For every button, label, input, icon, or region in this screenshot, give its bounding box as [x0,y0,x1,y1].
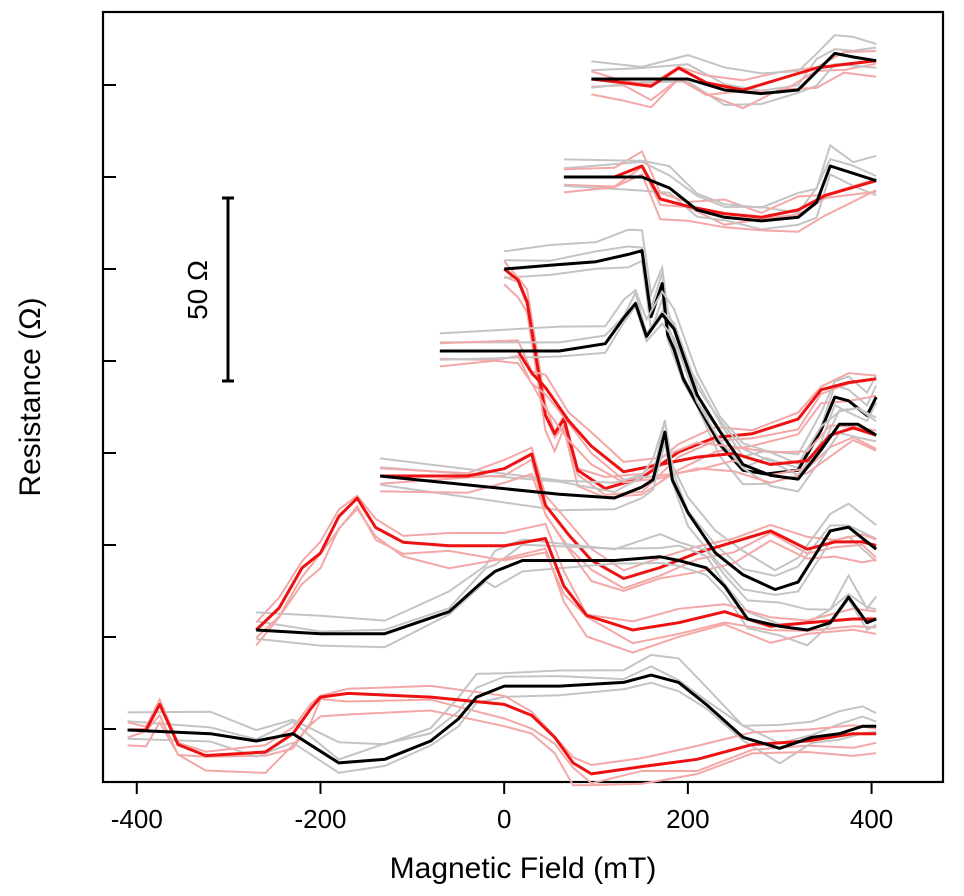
repeat-up-sweep-line [503,260,877,479]
repeat-up-sweep-line [591,71,877,110]
repeat-down-sweep-line [127,681,877,774]
repeat-up-sweep-line [255,507,877,654]
down-sweep-line [380,430,878,591]
down-sweep-line [563,164,877,223]
trace-set [563,143,877,233]
trace-group [127,34,878,787]
trace-set [255,494,877,654]
down-sweep-line [504,249,878,476]
repeat-up-sweep-line [503,283,877,499]
repeat-down-sweep-line [591,46,877,92]
repeat-up-sweep-line [380,458,877,590]
repeat-down-sweep-line [256,561,877,649]
x-tick-label: 200 [666,804,709,834]
x-tick-label: 0 [497,804,511,834]
repeat-down-sweep-line [591,34,877,75]
repeat-up-sweep-line [127,698,877,785]
y-axis-label: Resistance (Ω) [14,297,47,496]
repeat-down-sweep-line [439,303,877,493]
y-axis-ticks [103,84,116,730]
plot-frame [101,10,945,784]
repeat-up-sweep-line [439,359,877,484]
x-axis-ticks: -400 -200 0 200 400 [111,782,893,834]
trace-set [380,419,878,596]
up-sweep-line [127,691,877,776]
repeat-down-sweep-line [256,533,877,622]
trace-set [591,34,877,110]
repeat-down-sweep-line [563,143,877,209]
down-sweep-line [127,673,877,765]
trace-set [439,288,877,493]
up-sweep-line [591,59,877,92]
down-sweep-line [439,301,877,481]
up-sweep-line [563,164,877,219]
scale-bar-label: 50 Ω [182,260,213,320]
repeat-up-sweep-line [127,684,877,767]
repeat-up-sweep-line [255,494,877,623]
scale-bar: 50 Ω [182,196,234,383]
repeat-down-sweep-line [127,665,877,761]
x-tick-label: -400 [111,804,163,834]
repeat-up-sweep-line [127,709,877,787]
x-tick-label: -200 [294,804,346,834]
repeat-up-sweep-line [563,172,877,233]
repeat-up-sweep-line [439,339,877,463]
repeat-down-sweep-line [380,420,877,572]
up-sweep-line [439,349,877,474]
repeat-up-sweep-line [380,472,877,592]
repeat-down-sweep-line [439,290,877,477]
repeat-down-sweep-line [439,288,877,465]
down-sweep-line [591,51,877,96]
down-sweep-line [256,555,877,636]
x-tick-label: 400 [850,804,893,834]
trace-set [127,653,877,787]
x-axis-label: Magnetic Field (mT) [390,852,657,885]
